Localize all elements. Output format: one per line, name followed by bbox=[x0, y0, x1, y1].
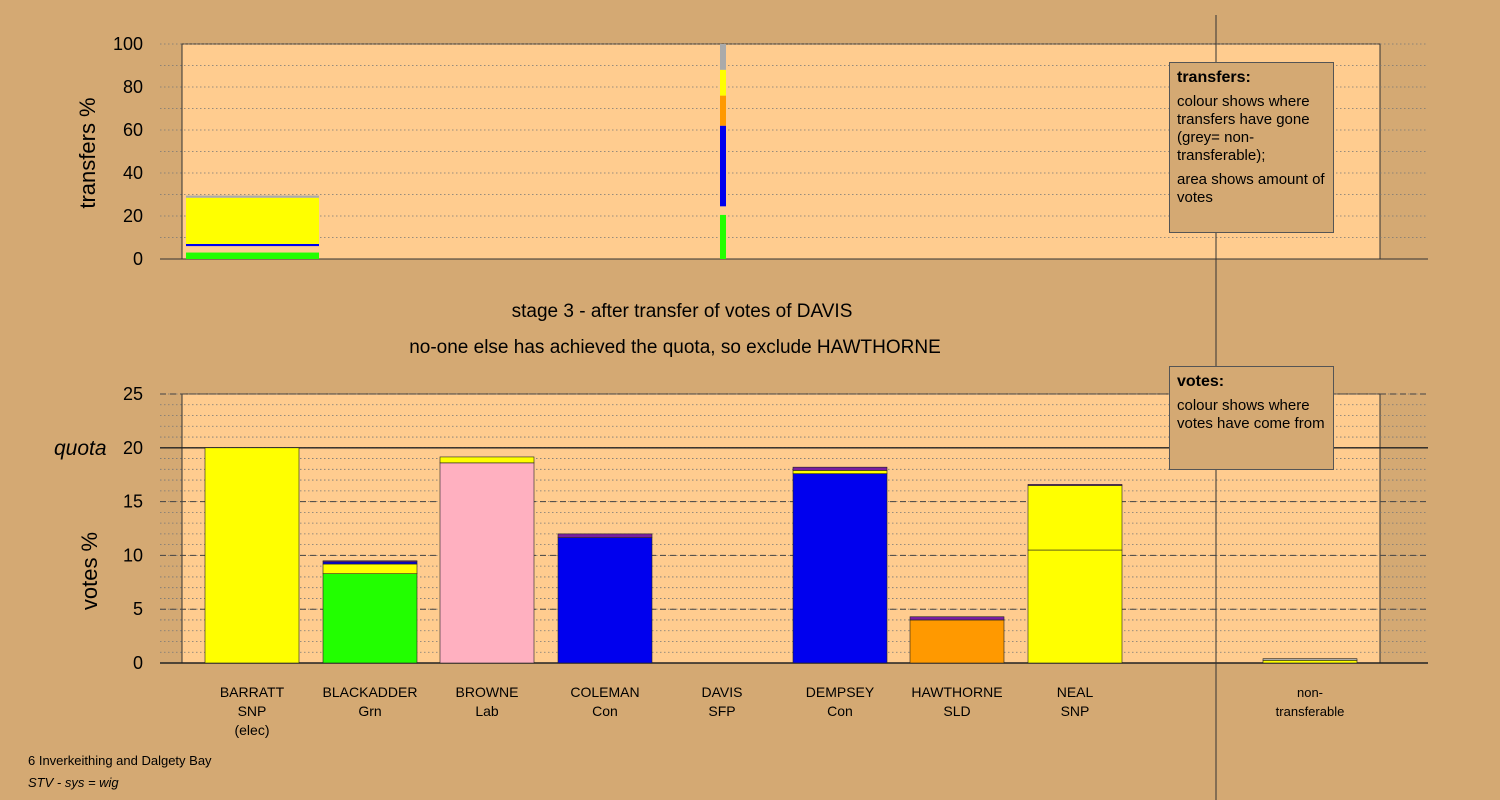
vote-segment bbox=[322, 561, 418, 565]
vote-segment bbox=[439, 462, 535, 664]
votes-tick-label: 10 bbox=[123, 545, 143, 565]
transfer-segment bbox=[186, 197, 319, 244]
transfer-segment bbox=[720, 44, 726, 70]
candidate-name: HAWTHORNE bbox=[911, 684, 1003, 700]
votes-chart: 0 5 10 15 20 25 bbox=[123, 384, 1428, 673]
transfer-segment bbox=[720, 125, 726, 207]
candidate-name: DEMPSEY bbox=[805, 684, 875, 700]
candidate-label: BLACKADDER Grn bbox=[310, 683, 430, 721]
candidate-label: HAWTHORNE SLD bbox=[897, 683, 1017, 721]
transfers-tick-label: 0 bbox=[133, 249, 143, 269]
candidate-name: NEAL bbox=[1056, 684, 1094, 700]
candidate-party: Grn bbox=[358, 703, 382, 719]
vote-segment bbox=[557, 533, 653, 538]
candidate-label: DAVIS SFP bbox=[662, 683, 782, 721]
vote-segment bbox=[792, 473, 888, 664]
vote-segment bbox=[204, 447, 300, 664]
votes-legend-line1: colour shows where votes have come from bbox=[1177, 397, 1325, 432]
vote-segment bbox=[1027, 484, 1123, 486]
vote-segment bbox=[792, 466, 888, 471]
candidate-party: Con bbox=[827, 703, 853, 719]
transfers-legend-line2: area shows amount of votes bbox=[1177, 171, 1325, 206]
system-label: STV - sys = wig bbox=[28, 775, 119, 790]
votes-axis-title: votes % bbox=[77, 531, 102, 611]
transfers-legend-heading: transfers: bbox=[1177, 69, 1251, 86]
vote-segment bbox=[1027, 485, 1123, 551]
transfers-tick-label: 80 bbox=[123, 77, 143, 97]
transfers-tick-label: 60 bbox=[123, 120, 143, 140]
candidate-party: SFP bbox=[708, 703, 736, 719]
vote-segment bbox=[322, 563, 418, 574]
transfer-segment bbox=[186, 252, 319, 259]
transfer-segment bbox=[720, 95, 726, 126]
candidate-name: BARRATT bbox=[219, 684, 285, 700]
nontransferable-line2: transferable bbox=[1275, 704, 1345, 719]
candidate-label: COLEMAN Con bbox=[545, 683, 665, 721]
candidate-name: COLEMAN bbox=[570, 684, 640, 700]
vote-segment bbox=[792, 470, 888, 474]
vote-segment bbox=[909, 619, 1005, 664]
transfers-legend-line1: colour shows where transfers have gone (… bbox=[1177, 93, 1310, 164]
ward-label: 6 Inverkeithing and Dalgety Bay bbox=[28, 753, 212, 768]
vote-segment bbox=[909, 616, 1005, 621]
candidate-label: BARRATT SNP (elec) bbox=[192, 683, 312, 740]
candidate-label: NEAL SNP bbox=[1015, 683, 1135, 721]
quota-label: quota bbox=[54, 437, 107, 460]
candidate-name: DAVIS bbox=[701, 684, 743, 700]
transfer-segment bbox=[186, 195, 319, 198]
vote-segment bbox=[1262, 658, 1358, 661]
transfer-segment bbox=[720, 69, 726, 96]
vote-segment bbox=[1027, 549, 1123, 664]
votes-legend-heading: votes: bbox=[1177, 373, 1225, 390]
votes-tick-label: 25 bbox=[123, 384, 143, 404]
transfers-tick-label: 40 bbox=[123, 163, 143, 183]
candidate-name: BROWNE bbox=[455, 684, 519, 700]
transfers-axis-title: transfers % bbox=[75, 97, 100, 209]
candidate-party: SLD bbox=[943, 703, 971, 719]
nontransferable-line1: non- bbox=[1296, 685, 1324, 700]
vote-segment bbox=[322, 560, 418, 563]
action-title: no-one else has achieved the quota, so e… bbox=[409, 337, 941, 358]
candidate-party: Lab bbox=[475, 703, 499, 719]
vote-segment bbox=[557, 537, 653, 664]
vote-segment bbox=[439, 456, 535, 464]
candidate-name: BLACKADDER bbox=[322, 684, 418, 700]
candidate-note: (elec) bbox=[234, 722, 270, 738]
votes-tick-label: 15 bbox=[123, 492, 143, 512]
vote-segment bbox=[322, 573, 418, 664]
votes-tick-label: 5 bbox=[133, 599, 143, 619]
candidate-label: DEMPSEY Con bbox=[780, 683, 900, 721]
transfer-segment bbox=[186, 243, 319, 247]
nontransferable-label: non- transferable bbox=[1250, 683, 1370, 721]
transfers-tick-label: 20 bbox=[123, 206, 143, 226]
vote-segment bbox=[1262, 660, 1358, 664]
candidate-party: SNP bbox=[1060, 703, 1090, 719]
candidate-label: BROWNE Lab bbox=[427, 683, 547, 721]
transfers-tick-label: 100 bbox=[113, 34, 143, 54]
stage-title: stage 3 - after transfer of votes of DAV… bbox=[511, 301, 853, 322]
transfers-legend: transfers: colour shows where transfers … bbox=[1169, 62, 1334, 233]
votes-tick-label: 0 bbox=[133, 653, 143, 673]
candidate-party: Con bbox=[592, 703, 618, 719]
votes-tick-label: 20 bbox=[123, 438, 143, 458]
transfer-segment bbox=[720, 214, 726, 259]
candidate-party: SNP bbox=[237, 703, 267, 719]
votes-legend: votes: colour shows where votes have com… bbox=[1169, 366, 1334, 470]
